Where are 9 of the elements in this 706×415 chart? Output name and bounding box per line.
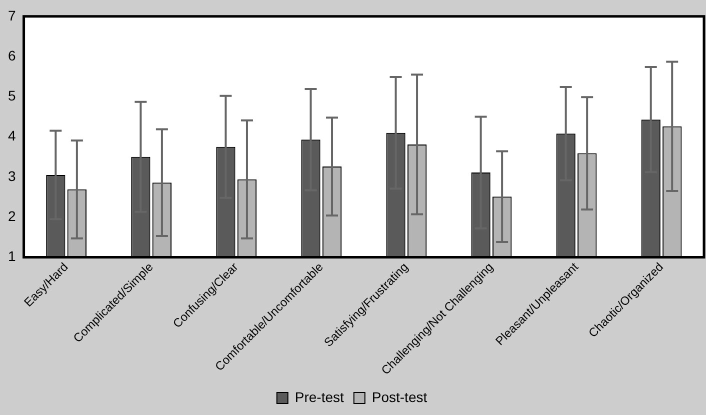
y-tick-label: 7 [8, 7, 16, 24]
y-tick-label: 1 [8, 248, 16, 264]
y-tick-label: 4 [8, 128, 16, 144]
y-tick-label: 3 [8, 168, 16, 184]
legend-label: Pre-test [294, 388, 344, 405]
legend-label: Post-test [372, 388, 428, 405]
y-tick-label: 5 [8, 88, 16, 104]
y-tick-label: 6 [8, 47, 16, 64]
y-tick-label: 2 [8, 208, 16, 224]
